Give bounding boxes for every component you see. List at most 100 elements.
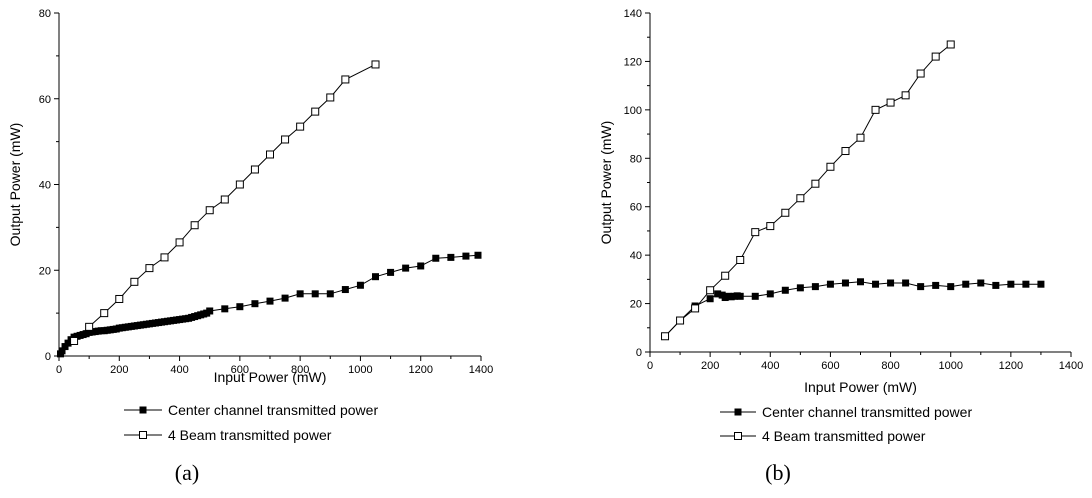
legend-marker-filled-square [139, 406, 147, 414]
data-point-4-beam [886, 98, 895, 107]
data-point-center-channel [796, 284, 804, 292]
x-tick-label: 800 [291, 364, 309, 376]
data-point-center-channel [1037, 280, 1045, 288]
data-point-center-channel [917, 283, 925, 291]
data-point-4-beam [931, 52, 940, 61]
data-point-4-beam [145, 264, 154, 273]
y-tick-label: 40 [39, 180, 51, 192]
figure-caption: (a) [175, 460, 199, 485]
data-point-center-channel [781, 286, 789, 294]
data-point-center-channel [706, 295, 714, 303]
data-point-center-channel [714, 290, 722, 298]
data-point-center-channel [751, 292, 759, 300]
data-point-center-channel [811, 283, 819, 291]
legend-label: Center channel transmitted power [762, 404, 972, 420]
data-point-center-channel [206, 307, 214, 315]
data-point-center-channel [962, 280, 970, 288]
data-point-center-channel [826, 280, 834, 288]
legend-label: 4 Beam transmitted power [168, 427, 332, 443]
figure-caption: (b) [765, 460, 791, 485]
y-axis-title: Output Power (mW) [598, 121, 614, 245]
y-tick-label: 60 [630, 202, 642, 214]
data-point-4-beam [901, 91, 910, 100]
x-tick-label: 0 [647, 360, 653, 372]
data-point-4-beam [841, 147, 850, 156]
data-point-4-beam [371, 60, 380, 69]
data-point-4-beam [85, 322, 94, 331]
data-point-center-channel [1022, 280, 1030, 288]
legend-label: 4 Beam transmitted power [762, 428, 926, 444]
data-point-center-channel [841, 279, 849, 287]
data-point-center-channel [872, 280, 880, 288]
data-point-center-channel [387, 268, 395, 276]
data-point-center-channel [857, 278, 864, 286]
x-tick-label: 1200 [999, 360, 1023, 372]
data-point-4-beam [796, 194, 805, 203]
data-point-center-channel [887, 279, 895, 287]
data-point-center-channel [992, 281, 1000, 289]
data-point-4-beam [235, 180, 244, 189]
data-point-center-channel [266, 297, 274, 305]
data-point-center-channel [311, 290, 319, 298]
x-axis-title: Input Power (mW) [804, 379, 917, 395]
x-tick-label: 200 [701, 360, 719, 372]
legend-label: Center channel transmitted power [168, 402, 378, 418]
data-point-4-beam [175, 238, 184, 247]
data-point-4-beam [130, 277, 139, 286]
legend-marker-open-square [734, 432, 742, 440]
y-axis-title: Output Power (mW) [7, 123, 23, 247]
y-tick-label: 0 [636, 347, 642, 359]
data-point-4-beam [205, 206, 214, 215]
data-point-center-channel [1007, 280, 1015, 288]
data-point-center-channel [251, 300, 259, 308]
data-point-center-channel [902, 279, 910, 287]
data-point-4-beam [691, 304, 700, 313]
x-tick-label: 400 [170, 364, 188, 376]
data-point-4-beam [266, 150, 274, 159]
data-point-4-beam [296, 122, 305, 131]
x-tick-label: 400 [761, 360, 779, 372]
data-point-4-beam [250, 165, 259, 174]
y-tick-label: 80 [39, 8, 51, 20]
y-tick-label: 20 [630, 299, 642, 311]
data-point-4-beam [946, 40, 955, 49]
data-point-4-beam [856, 133, 865, 142]
chart-b: 0 200 400 600 800 1000 1200 1400 0 20 40 60 80 100 120… [598, 8, 1083, 485]
data-point-center-channel [326, 290, 334, 298]
data-point-center-channel [372, 273, 379, 281]
data-point-center-channel [736, 292, 744, 300]
x-tick-label: 800 [881, 360, 899, 372]
data-point-4-beam [826, 162, 835, 171]
data-point-center-channel [402, 264, 410, 272]
x-tick-label: 1200 [408, 364, 432, 376]
data-point-4-beam [721, 271, 730, 280]
data-point-4-beam [661, 332, 670, 341]
y-tick-label: 100 [624, 105, 642, 117]
x-tick-label: 1000 [938, 360, 962, 372]
data-point-center-channel [417, 262, 425, 270]
y-tick-label: 0 [45, 351, 51, 363]
x-tick-label: 0 [56, 364, 62, 376]
data-point-center-channel [341, 286, 349, 294]
legend-marker-filled-square [734, 408, 742, 416]
x-axis-title: Input Power (mW) [214, 369, 327, 385]
x-tick-label: 600 [821, 360, 839, 372]
data-point-4-beam [190, 221, 199, 230]
data-point-center-channel [432, 254, 440, 262]
data-point-center-channel [221, 305, 229, 313]
data-point-4-beam [115, 294, 124, 303]
data-point-center-channel [462, 252, 470, 260]
y-tick-label: 80 [630, 153, 642, 165]
data-point-center-channel [474, 251, 482, 259]
data-point-center-channel [947, 283, 955, 291]
data-point-center-channel [236, 303, 244, 311]
data-point-4-beam [311, 107, 320, 116]
data-point-center-channel [281, 294, 289, 302]
series-line-1 [664, 281, 1041, 337]
x-tick-label: 1000 [348, 364, 372, 376]
data-point-center-channel [296, 290, 304, 298]
y-tick-label: 20 [39, 265, 51, 277]
data-point-4-beam [341, 75, 350, 84]
data-point-4-beam [781, 208, 790, 217]
